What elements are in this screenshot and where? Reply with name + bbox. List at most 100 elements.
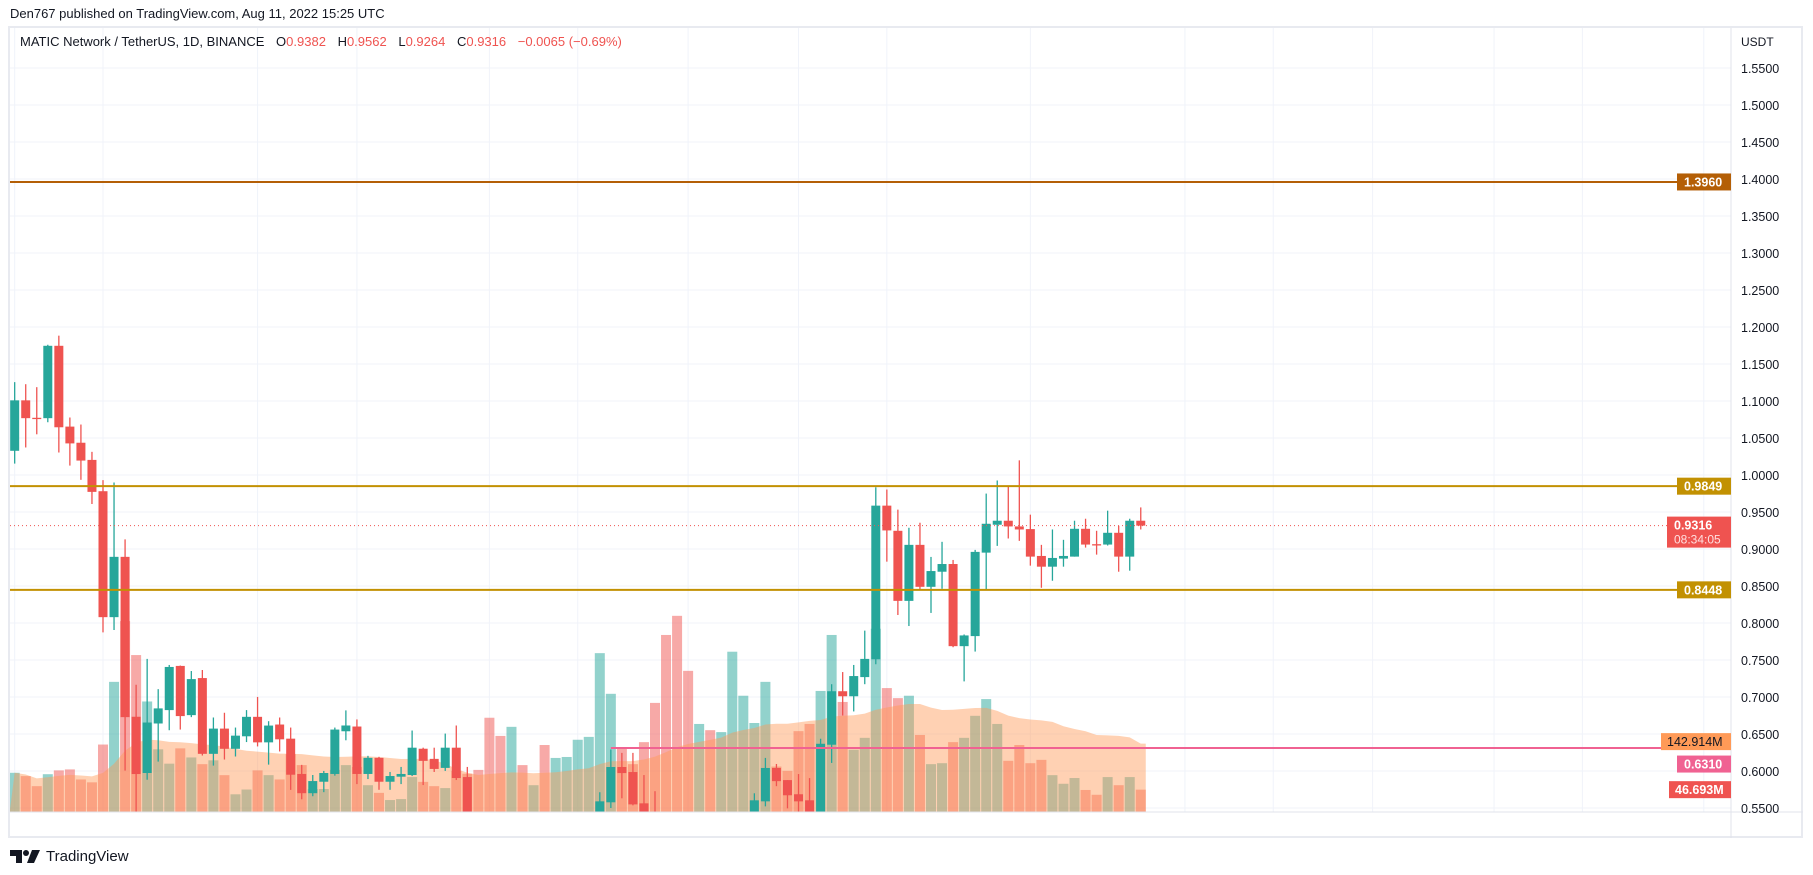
volume-ma-area: [10, 703, 1146, 812]
price-tick-label: 1.1500: [1741, 358, 1779, 372]
volume-bar: [20, 776, 31, 812]
candle-body: [32, 417, 42, 420]
candle-body: [651, 823, 660, 845]
candle-body: [153, 708, 163, 724]
volume-bar: [219, 775, 230, 812]
candle-body: [595, 801, 605, 812]
price-tick-label: 0.9000: [1741, 543, 1779, 557]
candle-body: [330, 729, 340, 774]
candle-body: [98, 491, 108, 618]
time-tick-label: Oct: [1694, 820, 1714, 834]
candle-body: [54, 345, 64, 428]
volume-bar: [274, 779, 285, 812]
candle-body: [1014, 526, 1024, 530]
time-tick-label: 23: [1266, 820, 1280, 834]
candle-body: [363, 757, 373, 774]
volume-bar: [418, 781, 429, 812]
candle-body: [1114, 532, 1124, 557]
candle-body: [1025, 529, 1035, 557]
volume-bar: [981, 699, 992, 812]
candle-body: [208, 728, 218, 754]
volume-bar: [1069, 778, 1080, 812]
candle-body: [21, 400, 31, 419]
volume-bar: [506, 726, 517, 812]
candle-body: [242, 716, 252, 737]
candle-body: [462, 777, 472, 812]
last-price-label: 0.9316: [1674, 519, 1712, 533]
volume-bar: [1047, 775, 1058, 812]
volume-bar: [263, 775, 274, 812]
price-level-label-box: [1677, 581, 1731, 599]
time-tick-label: 23: [251, 820, 265, 834]
candle-body: [10, 400, 20, 451]
time-tick-label: 11: [792, 820, 805, 834]
close-label: C: [456, 34, 467, 49]
volume-bar: [948, 742, 959, 812]
candle-body: [264, 725, 274, 743]
volume-bar: [1003, 760, 1014, 812]
volume-bar: [992, 723, 1003, 812]
candle-body: [904, 544, 914, 601]
volume-label-box: [1669, 781, 1731, 799]
footer-branding[interactable]: TradingView: [10, 848, 129, 865]
candle-body: [120, 556, 130, 718]
price-level-label: 1.3960: [1684, 175, 1722, 189]
candle-body: [219, 728, 229, 749]
volume-bar: [694, 723, 705, 812]
price-tick-label: 1.0500: [1741, 432, 1779, 446]
volume-bar: [1113, 785, 1124, 812]
brand-name: TradingView: [46, 848, 129, 865]
volume-bar: [848, 749, 859, 812]
candle-body: [396, 773, 406, 777]
candle-body: [849, 676, 859, 697]
volume-bar: [407, 777, 418, 812]
volume-bar: [1036, 759, 1047, 812]
open-value: 0.9382: [286, 34, 326, 49]
volume-bar: [1091, 794, 1102, 812]
volume-bar: [186, 757, 197, 812]
volume-bar: [914, 734, 925, 812]
price-tick-label: 0.5500: [1741, 802, 1779, 816]
candle-body: [1003, 520, 1013, 527]
candle-body: [142, 722, 152, 773]
symbol-title[interactable]: MATIC Network / TetherUS, 1D, BINANCE: [20, 34, 265, 49]
volume-bar: [837, 701, 848, 812]
horizontal-lines[interactable]: [10, 180, 1731, 750]
symbol-legend: MATIC Network / TetherUS, 1D, BINANCE O0…: [20, 34, 622, 49]
volume-bar: [1080, 789, 1091, 812]
candle-body: [87, 459, 97, 492]
volume-bar: [771, 766, 782, 812]
candle-body: [749, 800, 759, 812]
time-tick-label: 20: [1575, 820, 1589, 834]
time-tick-label: 9: [100, 820, 107, 834]
tradingview-logo-icon: [10, 849, 40, 863]
volume-ma-fill: [10, 703, 1146, 812]
time-tick-label: 21: [571, 820, 585, 834]
price-level-label-box: [1677, 477, 1731, 495]
candle-body: [628, 772, 638, 805]
volume-bar: [318, 789, 329, 812]
candle-body: [816, 743, 826, 812]
volume-bar: [385, 800, 396, 812]
candle-body: [662, 845, 671, 860]
low-value: 0.9264: [405, 34, 446, 49]
candle-body: [65, 426, 75, 444]
volume-bar: [937, 763, 948, 812]
time-axis[interactable]: May 9 23 Jun 13 21 Jul 11 19 Aug 15 23 Sep 12 20 Oct: [3, 820, 1714, 834]
candle-body: [1036, 555, 1046, 567]
volume-bar: [1025, 763, 1036, 812]
price-axis[interactable]: USDT 1.5500 1.5000 1.4500 1.4000 1.3500 1.300…: [1741, 35, 1779, 816]
candle-body: [175, 665, 185, 717]
volume-bar: [528, 785, 539, 812]
price-tick-label: 1.2000: [1741, 321, 1779, 335]
price-tick-label: 0.8000: [1741, 617, 1779, 631]
volume-bar: [959, 737, 970, 812]
volume-bar: [241, 789, 252, 812]
volume-bar: [870, 628, 881, 812]
candle-body: [451, 747, 461, 779]
volume-bar: [451, 770, 462, 812]
candle-body: [197, 678, 207, 754]
volume-bar: [970, 715, 981, 812]
